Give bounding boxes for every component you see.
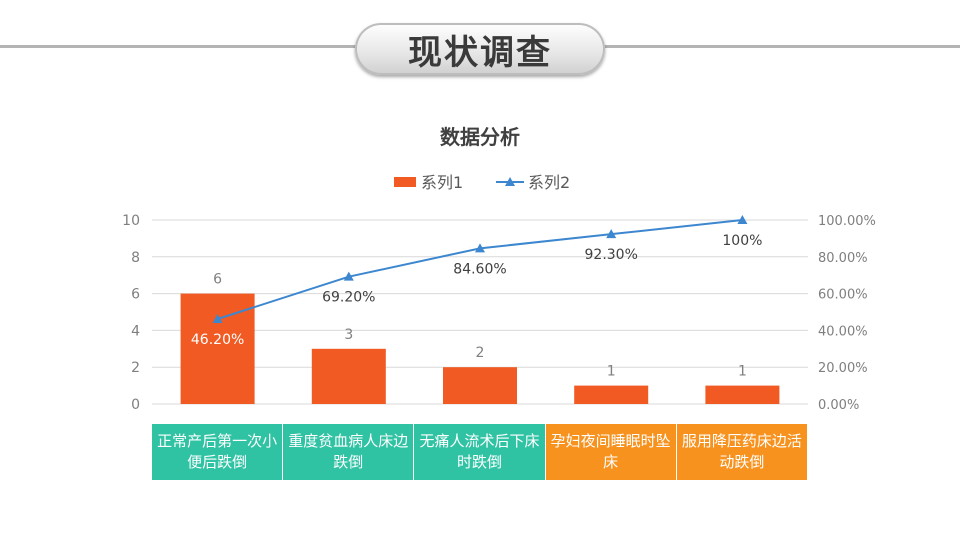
y-tick-label: 4 xyxy=(131,323,140,339)
y-axis-secondary: 0.00% 20.00% 40.00% 60.00% 80.00% 100.00% xyxy=(818,214,876,413)
header-rule-left xyxy=(0,45,358,48)
line-series: 46.20% 69.20% 84.60% 92.30% 100% xyxy=(191,215,762,348)
bar xyxy=(574,385,649,404)
legend-label-line: 系列2 xyxy=(528,173,570,192)
y-axis-primary: 0 2 4 6 8 10 xyxy=(122,213,140,413)
bar-data-label: 3 xyxy=(344,327,353,343)
line-point xyxy=(343,271,354,281)
y2-tick-label: 80.00% xyxy=(818,251,868,266)
y2-tick-label: 100.00% xyxy=(818,214,876,229)
category-label: 重度贫血病人床边跌倒 xyxy=(283,424,415,480)
line-point xyxy=(737,215,748,224)
header-rule-right xyxy=(602,45,960,48)
bar-data-label: 6 xyxy=(213,272,222,288)
bar xyxy=(443,367,517,404)
y-tick-label: 6 xyxy=(131,287,140,303)
y2-tick-label: 60.00% xyxy=(818,288,868,303)
line-data-label: 92.30% xyxy=(585,247,638,263)
line-point xyxy=(606,229,617,239)
chart-gridlines xyxy=(152,219,808,405)
bar-data-label: 1 xyxy=(738,364,747,380)
category-label: 正常产后第一次小便后跌倒 xyxy=(152,424,284,480)
category-label: 服用降压药床边活动跌倒 xyxy=(676,424,808,480)
y-tick-label: 0 xyxy=(131,397,140,413)
line-point xyxy=(475,243,485,253)
chart-legend: 系列1 系列2 xyxy=(394,173,570,192)
chart-title: 数据分析 xyxy=(440,125,520,149)
line-data-label: 46.20% xyxy=(191,332,244,348)
line-point xyxy=(212,313,223,323)
bar-data-label: 1 xyxy=(607,364,616,380)
page-title: 现状调查 xyxy=(408,32,552,73)
legend-marker-line xyxy=(505,177,515,186)
y2-tick-label: 0.00% xyxy=(818,398,859,413)
legend-label-bar: 系列1 xyxy=(421,173,463,192)
line-data-label: 84.60% xyxy=(453,261,506,277)
y2-tick-label: 20.00% xyxy=(818,361,868,376)
y-tick-label: 8 xyxy=(131,250,140,266)
y2-tick-label: 40.00% xyxy=(818,324,868,339)
bar xyxy=(705,385,780,404)
line-data-label: 100% xyxy=(722,233,762,249)
page-title-badge: 现状调查 xyxy=(355,23,605,75)
bar-series: 6 3 2 1 1 xyxy=(180,272,780,404)
category-label: 孕妇夜间睡眠时坠床 xyxy=(545,424,677,480)
line-data-label: 69.20% xyxy=(322,290,375,306)
y-tick-label: 10 xyxy=(122,213,140,229)
category-label: 无痛人流术后下床时跌倒 xyxy=(414,424,546,480)
legend-swatch-bar xyxy=(394,177,416,187)
y-tick-label: 2 xyxy=(131,360,140,376)
bar xyxy=(311,348,386,404)
bar-data-label: 2 xyxy=(476,345,485,361)
